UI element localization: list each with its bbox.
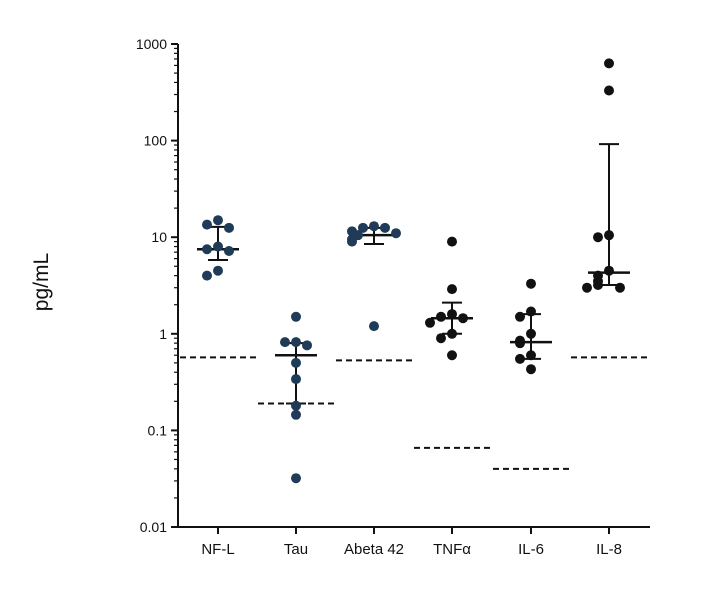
data-point xyxy=(224,222,234,233)
x-tick-label: Abeta 42 xyxy=(344,541,404,558)
data-point xyxy=(593,280,603,291)
data-point xyxy=(425,317,435,328)
data-point xyxy=(447,309,457,320)
data-point xyxy=(526,364,536,375)
data-point xyxy=(369,221,379,232)
data-point xyxy=(604,265,614,276)
y-axis: 1000 100 10 1 0.1 0.01 xyxy=(136,36,650,535)
y-tick-label: 100 xyxy=(144,133,168,149)
x-axis-labels: NF-L Tau Abeta 42 TNFα IL-6 IL-8 xyxy=(201,527,622,558)
x-tick-label: NF-L xyxy=(201,541,234,558)
y-tick-label: 1000 xyxy=(136,36,167,52)
data-point xyxy=(515,338,525,349)
data-point xyxy=(291,473,301,484)
data-point xyxy=(458,313,468,324)
y-axis-title: pg/mL xyxy=(30,253,53,311)
data-point xyxy=(291,374,301,385)
data-point xyxy=(604,58,614,69)
data-point xyxy=(213,265,223,276)
data-point xyxy=(291,337,301,348)
data-point xyxy=(291,400,301,411)
data-point xyxy=(615,282,625,293)
y-tick-label: 1 xyxy=(159,326,167,342)
data-point xyxy=(515,353,525,364)
y-tick-label: 0.1 xyxy=(148,422,168,438)
data-point xyxy=(202,270,212,281)
threshold-lines xyxy=(180,356,647,470)
data-point xyxy=(369,321,379,332)
data-point xyxy=(202,219,212,230)
data-point xyxy=(358,222,368,233)
data-point xyxy=(302,340,312,351)
data-point xyxy=(436,311,446,322)
data-point xyxy=(213,215,223,226)
data-point xyxy=(291,311,301,322)
x-tick-label: IL-6 xyxy=(518,541,544,558)
data-point xyxy=(447,284,457,295)
error-bars xyxy=(197,143,630,405)
data-point xyxy=(604,85,614,96)
data-point xyxy=(202,244,212,255)
data-point xyxy=(447,236,457,247)
data-point xyxy=(224,245,234,256)
data-point xyxy=(291,409,301,420)
x-tick-label: Tau xyxy=(284,541,308,558)
x-tick-label: TNFα xyxy=(433,541,471,558)
data-point xyxy=(526,328,536,339)
y-tick-label: 0.01 xyxy=(140,519,167,535)
data-point xyxy=(604,230,614,241)
data-point xyxy=(447,350,457,361)
data-point xyxy=(593,232,603,243)
data-point xyxy=(380,222,390,233)
data-point xyxy=(526,278,536,289)
data-point xyxy=(280,337,290,348)
y-tick-label: 10 xyxy=(151,229,167,245)
data-point xyxy=(436,333,446,344)
data-point xyxy=(291,357,301,368)
data-point xyxy=(526,306,536,317)
data-point xyxy=(213,241,223,252)
data-point xyxy=(391,228,401,239)
data-point xyxy=(526,350,536,361)
data-point xyxy=(582,282,592,293)
data-points xyxy=(202,58,625,484)
data-point xyxy=(347,236,357,247)
x-tick-label: IL-8 xyxy=(596,541,622,558)
data-point xyxy=(515,311,525,322)
data-point xyxy=(447,328,457,339)
